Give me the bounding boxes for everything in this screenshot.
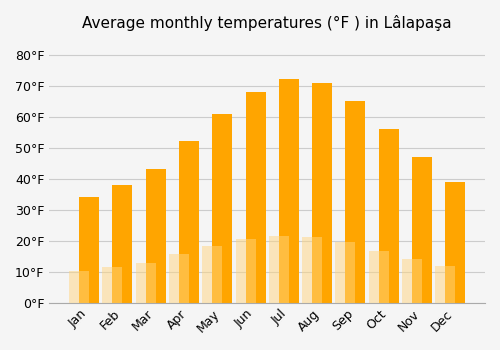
Bar (368, 251, 388, 303)
Bar (102, 267, 122, 303)
Bar (202, 246, 222, 303)
Bar (246, 92, 266, 303)
Bar (302, 237, 322, 303)
Bar (435, 266, 455, 303)
Bar (279, 79, 299, 303)
Bar (146, 169, 166, 303)
Bar (212, 113, 232, 303)
Bar (69, 271, 89, 303)
Bar (336, 242, 355, 303)
Bar (412, 157, 432, 303)
Bar (378, 129, 398, 303)
Bar (269, 236, 289, 303)
Title: Average monthly temperatures (°F ) in Lâlapaşa: Average monthly temperatures (°F ) in Lâ… (82, 15, 452, 31)
Bar (312, 83, 332, 303)
Bar (236, 239, 256, 303)
Bar (136, 262, 156, 303)
Bar (346, 101, 366, 303)
Bar (445, 182, 465, 303)
Bar (169, 254, 189, 303)
Bar (79, 197, 99, 303)
Bar (179, 141, 199, 303)
Bar (402, 259, 422, 303)
Bar (112, 185, 132, 303)
